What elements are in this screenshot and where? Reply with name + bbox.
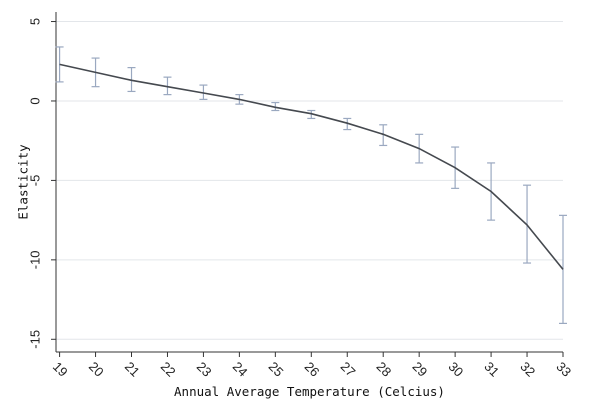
axes	[55, 12, 563, 353]
x-tick-label: 20	[86, 359, 107, 380]
x-tick-label: 32	[517, 359, 538, 380]
x-tick-label: 25	[266, 359, 287, 380]
y-tick-label: 0	[27, 97, 42, 104]
y-axis-title: Elasticity	[16, 144, 31, 220]
x-tick-label: 28	[374, 359, 395, 380]
x-tick-label: 19	[50, 359, 71, 380]
y-tick-label: 5	[27, 18, 42, 25]
x-axis-title: Annual Average Temperature (Celcius)	[174, 384, 445, 399]
x-tick-label: 30	[445, 359, 466, 380]
series-line	[59, 63, 564, 270]
grid-lines	[56, 21, 563, 340]
series-line-group	[59, 63, 564, 270]
x-tick-label: 31	[481, 359, 502, 380]
y-tick-label: -15	[27, 330, 42, 349]
tick-marks: 5 0 -5 -10 -15 19 20 21 22 23 24 25 26 27 28 29 30 31 32 33	[27, 18, 574, 380]
y-tick-label: -10	[27, 250, 42, 269]
y-tick-label: -5	[27, 175, 42, 187]
x-tick-label: 29	[410, 359, 431, 380]
x-tick-label: 22	[158, 359, 179, 380]
x-tick-label: 33	[553, 359, 574, 380]
x-tick-label: 21	[122, 359, 143, 380]
x-tick-label: 23	[194, 359, 215, 380]
error-bars	[55, 46, 567, 325]
x-tick-label: 24	[230, 359, 251, 380]
error-bar	[163, 76, 172, 96]
x-tick-label: 26	[302, 359, 323, 380]
x-tick-label: 27	[338, 359, 359, 380]
